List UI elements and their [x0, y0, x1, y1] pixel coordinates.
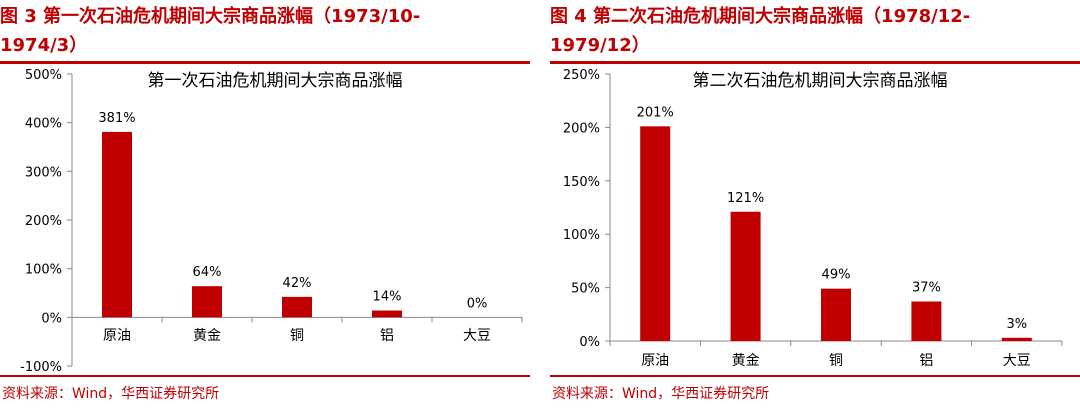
bar — [911, 301, 942, 341]
y-tick-label: 0% — [579, 335, 600, 350]
data-label: 121% — [727, 191, 764, 206]
category-label: 大豆 — [1003, 353, 1031, 369]
bar — [640, 126, 671, 341]
data-label: 14% — [373, 290, 402, 305]
chart-second-oil-crisis: 第二次石油危机期间大宗商品涨幅 0% 50% 100% 150% 200% 250% 201… — [563, 68, 1063, 369]
category-label: 原油 — [103, 328, 131, 344]
bar — [372, 310, 402, 318]
category-label: 铝 — [919, 353, 933, 369]
category-label: 原油 — [641, 353, 669, 369]
data-label: 37% — [912, 280, 941, 295]
y-tick-label: 400% — [25, 117, 62, 132]
source-rule — [0, 375, 530, 377]
category-label: 黄金 — [732, 352, 760, 369]
bar — [730, 211, 761, 341]
category-label: 大豆 — [463, 328, 491, 344]
title-rule — [0, 61, 530, 64]
title-rule — [550, 61, 1080, 64]
figure-3-panel: 图 3 第一次石油危机期间大宗商品涨幅（1973/10- 1974/3） 第一次… — [0, 0, 530, 411]
y-tick-label: 200% — [25, 214, 62, 229]
y-tick-label: 100% — [25, 263, 62, 278]
y-tick-label: 150% — [563, 175, 600, 190]
bar — [192, 286, 222, 318]
bar — [102, 131, 132, 318]
category-label: 铜 — [829, 353, 843, 369]
y-tick-label: 200% — [563, 121, 600, 136]
y-tick-label: 50% — [571, 282, 600, 297]
figure-4-panel: 图 4 第二次石油危机期间大宗商品涨幅（1978/12- 1979/12） 第二… — [550, 0, 1080, 411]
data-label: 201% — [637, 105, 674, 120]
bar — [1001, 337, 1032, 341]
category-label: 铝 — [380, 328, 394, 344]
data-label: 3% — [1006, 317, 1027, 332]
chart-title: 第二次石油危机期间大宗商品涨幅 — [693, 71, 948, 91]
y-tick-label: 300% — [25, 165, 62, 180]
data-label: 42% — [283, 276, 312, 291]
data-label: 381% — [98, 111, 135, 126]
data-label: 49% — [822, 268, 851, 283]
category-label: 黄金 — [193, 327, 221, 344]
y-tick-label: -100% — [20, 360, 62, 375]
figure-title: 图 4 第二次石油危机期间大宗商品涨幅（1978/12- 1979/12） — [550, 6, 971, 56]
source-note: 资料来源：Wind，华西证券研究所 — [552, 386, 770, 402]
source-rule — [550, 375, 1080, 377]
y-tick-label: 250% — [563, 68, 600, 83]
bar — [282, 296, 312, 318]
figure-title: 图 3 第一次石油危机期间大宗商品涨幅（1973/10- 1974/3） — [0, 6, 421, 56]
y-tick-label: 100% — [563, 228, 600, 243]
y-tick-label: 0% — [41, 311, 62, 326]
chart-title: 第一次石油危机期间大宗商品涨幅 — [148, 71, 403, 91]
data-label: 0% — [467, 296, 488, 311]
data-label: 64% — [193, 265, 222, 280]
y-tick-label: 500% — [25, 68, 62, 83]
bar — [821, 288, 851, 341]
source-note: 资料来源：Wind，华西证券研究所 — [2, 386, 220, 402]
category-label: 铜 — [290, 328, 304, 344]
chart-first-oil-crisis: 第一次石油危机期间大宗商品涨幅 -100% 0% 100% 200% 300% 400% 5… — [20, 68, 523, 375]
